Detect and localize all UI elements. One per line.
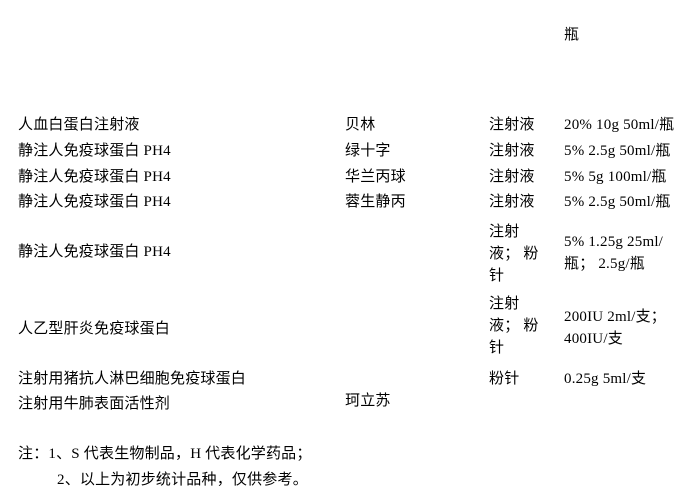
product-name-cell: 人血白蛋白注射液 (18, 117, 140, 133)
spec-cell: 0.25g 5ml/支 (564, 371, 647, 387)
product-name-cell: 静注人免疫球蛋白 PH4 (18, 169, 171, 185)
spec-cell: 5% 1.25g 25ml/ 瓶； 2.5g/瓶 (564, 234, 664, 272)
dosage-form-cell: 注射液 (489, 169, 535, 185)
spec-cell: 20% 10g 50ml/瓶 (564, 117, 675, 133)
product-name-cell: 人乙型肝炎免疫球蛋白 (18, 321, 171, 337)
product-name-cell: 静注人免疫球蛋白 PH4 (18, 143, 171, 159)
spec-cell: 5% 2.5g 50ml/瓶 (564, 194, 671, 210)
brand-cell: 绿十字 (345, 143, 391, 159)
dosage-form-cell: 注射液 (489, 117, 535, 133)
dosage-form-cell: 注射液 (489, 143, 535, 159)
spec-cell: 200IU 2ml/支； 400IU/支 (564, 309, 666, 347)
product-name-cell: 静注人免疫球蛋白 PH4 (18, 244, 171, 260)
product-name-cell: 注射用牛肺表面活性剂 (18, 396, 171, 412)
spec-cell: 5% 2.5g 50ml/瓶 (564, 143, 671, 159)
brand-cell: 贝林 (345, 117, 376, 133)
dosage-form-cell: 注射液 (489, 194, 535, 210)
footnote-line-1: 注：1、S 代表生物制品，H 代表化学药品； (18, 446, 312, 462)
dosage-form-cell: 粉针 (489, 371, 520, 387)
spec-overflow-fragment: 瓶 (564, 27, 580, 43)
brand-cell: 华兰丙球 (345, 169, 406, 185)
brand-cell: 珂立苏 (345, 393, 391, 409)
product-name-cell: 注射用猪抗人淋巴细胞免疫球蛋白 (18, 371, 247, 387)
brand-cell: 蓉生静丙 (345, 194, 406, 210)
dosage-form-cell: 注射 液； 粉 针 (489, 296, 539, 356)
footnote-line-2: 2、以上为初步统计品种，仅供参考。 (57, 472, 308, 488)
dosage-form-cell: 注射 液； 粉 针 (489, 224, 539, 284)
spec-cell: 5% 5g 100ml/瓶 (564, 169, 667, 185)
product-name-cell: 静注人免疫球蛋白 PH4 (18, 194, 171, 210)
